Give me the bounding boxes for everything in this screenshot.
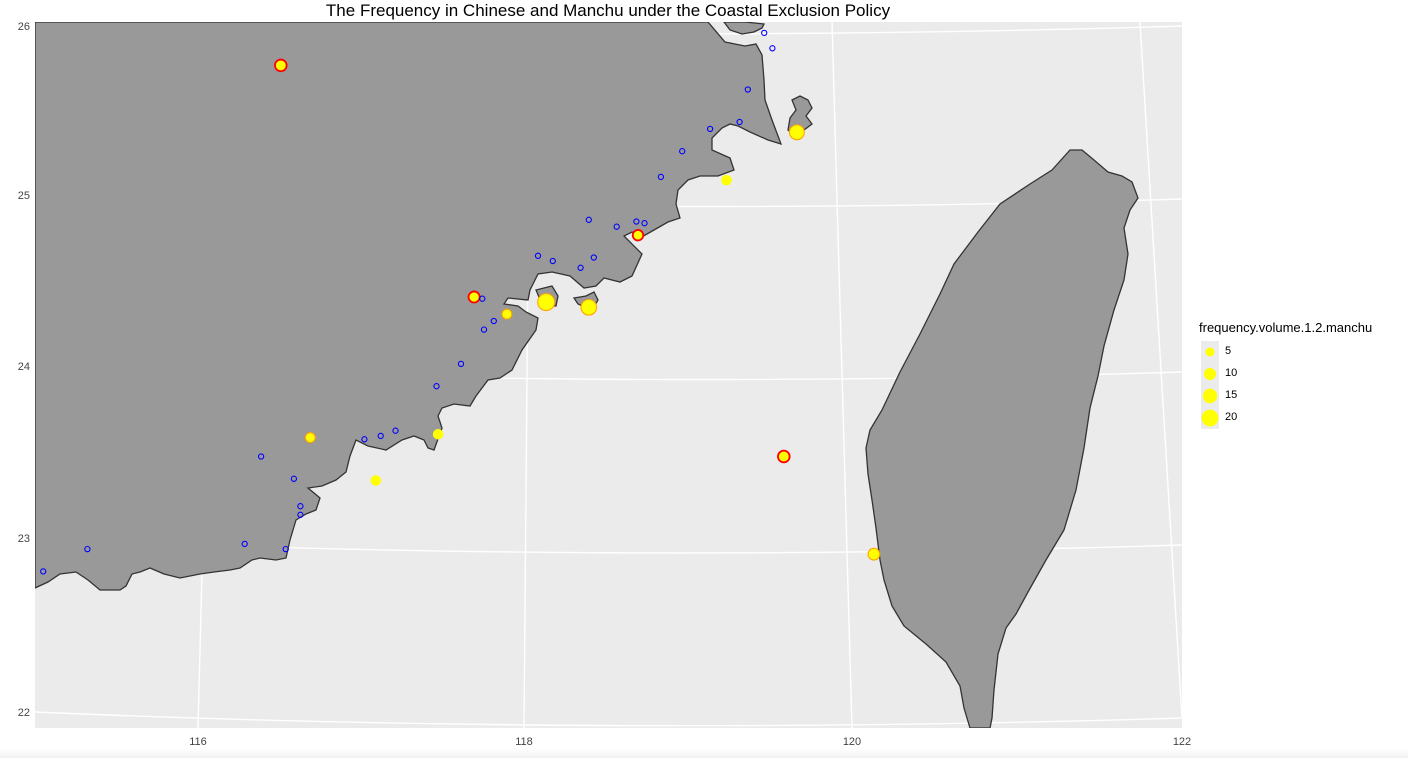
- x-tick-label: 122: [1173, 736, 1191, 748]
- map-point: [549, 257, 556, 265]
- land: [35, 22, 1139, 728]
- x-tick-label: 116: [189, 736, 207, 748]
- legend-item: 20: [1199, 407, 1319, 429]
- map-point: [721, 175, 732, 186]
- window-bottom-edge: [0, 748, 1408, 758]
- map-point: [744, 86, 751, 93]
- map-point: [706, 125, 714, 133]
- map-point: [377, 432, 384, 440]
- map-point: [370, 475, 382, 486]
- map-point: [241, 540, 248, 548]
- map-point: [631, 229, 645, 242]
- map-point: [457, 360, 465, 368]
- x-tick-label: 118: [515, 736, 533, 748]
- map-point: [290, 475, 298, 482]
- legend-key-10: [1201, 363, 1219, 385]
- map-point: [432, 428, 444, 440]
- map-title: The Frequency in Chinese and Manchu unde…: [325, 1, 891, 20]
- east-coast-island: [723, 22, 766, 35]
- map-point: [490, 317, 497, 325]
- x-tick-label: 120: [843, 736, 861, 748]
- legend-label: 5: [1225, 345, 1232, 357]
- taiwan: [865, 149, 1139, 728]
- graticule-line-lon-122: [1139, 22, 1182, 719]
- map-point: [467, 290, 481, 304]
- map-point: [657, 173, 665, 181]
- map-point: [257, 453, 265, 460]
- map-point: [761, 29, 768, 37]
- map-point: [679, 148, 686, 155]
- map-point: [534, 252, 542, 259]
- y-tick-label: 24: [18, 361, 30, 373]
- map-point: [613, 223, 620, 230]
- legend-symbol-5: [1205, 347, 1215, 357]
- y-tick-label: 26: [18, 21, 30, 33]
- map-point: [433, 383, 440, 390]
- points-layer: [40, 29, 881, 575]
- legend-item: 10: [1199, 363, 1319, 385]
- legend-title: frequency.volume.1.2.manchu: [1199, 320, 1373, 335]
- map-point: [392, 427, 399, 434]
- map-point: [40, 568, 47, 575]
- legend-key-5: [1201, 341, 1219, 363]
- map-point: [769, 45, 776, 52]
- map-point: [479, 295, 486, 302]
- map-point: [274, 58, 288, 73]
- y-tick-label: 25: [18, 190, 30, 202]
- map-point: [585, 216, 592, 223]
- map-point: [577, 264, 584, 271]
- mainland-china: [35, 22, 783, 591]
- map-point: [580, 298, 598, 316]
- map-point: [304, 432, 316, 444]
- map-point: [282, 545, 289, 553]
- map-point: [641, 220, 648, 227]
- map-point: [777, 449, 791, 464]
- legend-label: 15: [1225, 389, 1238, 401]
- map-point: [867, 547, 881, 561]
- legend-key-15: [1201, 385, 1219, 407]
- legend: frequency.volume.1.2.manchu 5 10 15 20: [1199, 320, 1399, 440]
- graticule-line-lon-120: [831, 22, 853, 728]
- legend-item: 15: [1199, 385, 1319, 407]
- map-point: [537, 293, 556, 312]
- legend-item: 5: [1199, 341, 1319, 363]
- y-axis: 22 23 24 25 26: [18, 21, 30, 719]
- map-point: [501, 308, 513, 320]
- map-point: [633, 218, 640, 225]
- legend-label: 20: [1225, 411, 1238, 423]
- legend-label: 10: [1225, 367, 1238, 379]
- map-point: [361, 436, 368, 443]
- x-axis: 116 118 120 122: [189, 736, 1191, 748]
- y-tick-label: 22: [18, 707, 30, 719]
- legend-symbol-10: [1204, 368, 1216, 380]
- map-point: [590, 254, 597, 261]
- legend-symbol-20: [1201, 409, 1219, 427]
- map-point: [84, 545, 91, 553]
- y-tick-label: 23: [18, 533, 30, 545]
- legend-key-20: [1201, 407, 1219, 429]
- map-point: [788, 124, 805, 141]
- map-point: [736, 118, 743, 126]
- map-point: [297, 511, 304, 518]
- legend-symbol-15: [1202, 388, 1218, 404]
- map-point: [297, 503, 304, 510]
- map-point: [480, 326, 488, 333]
